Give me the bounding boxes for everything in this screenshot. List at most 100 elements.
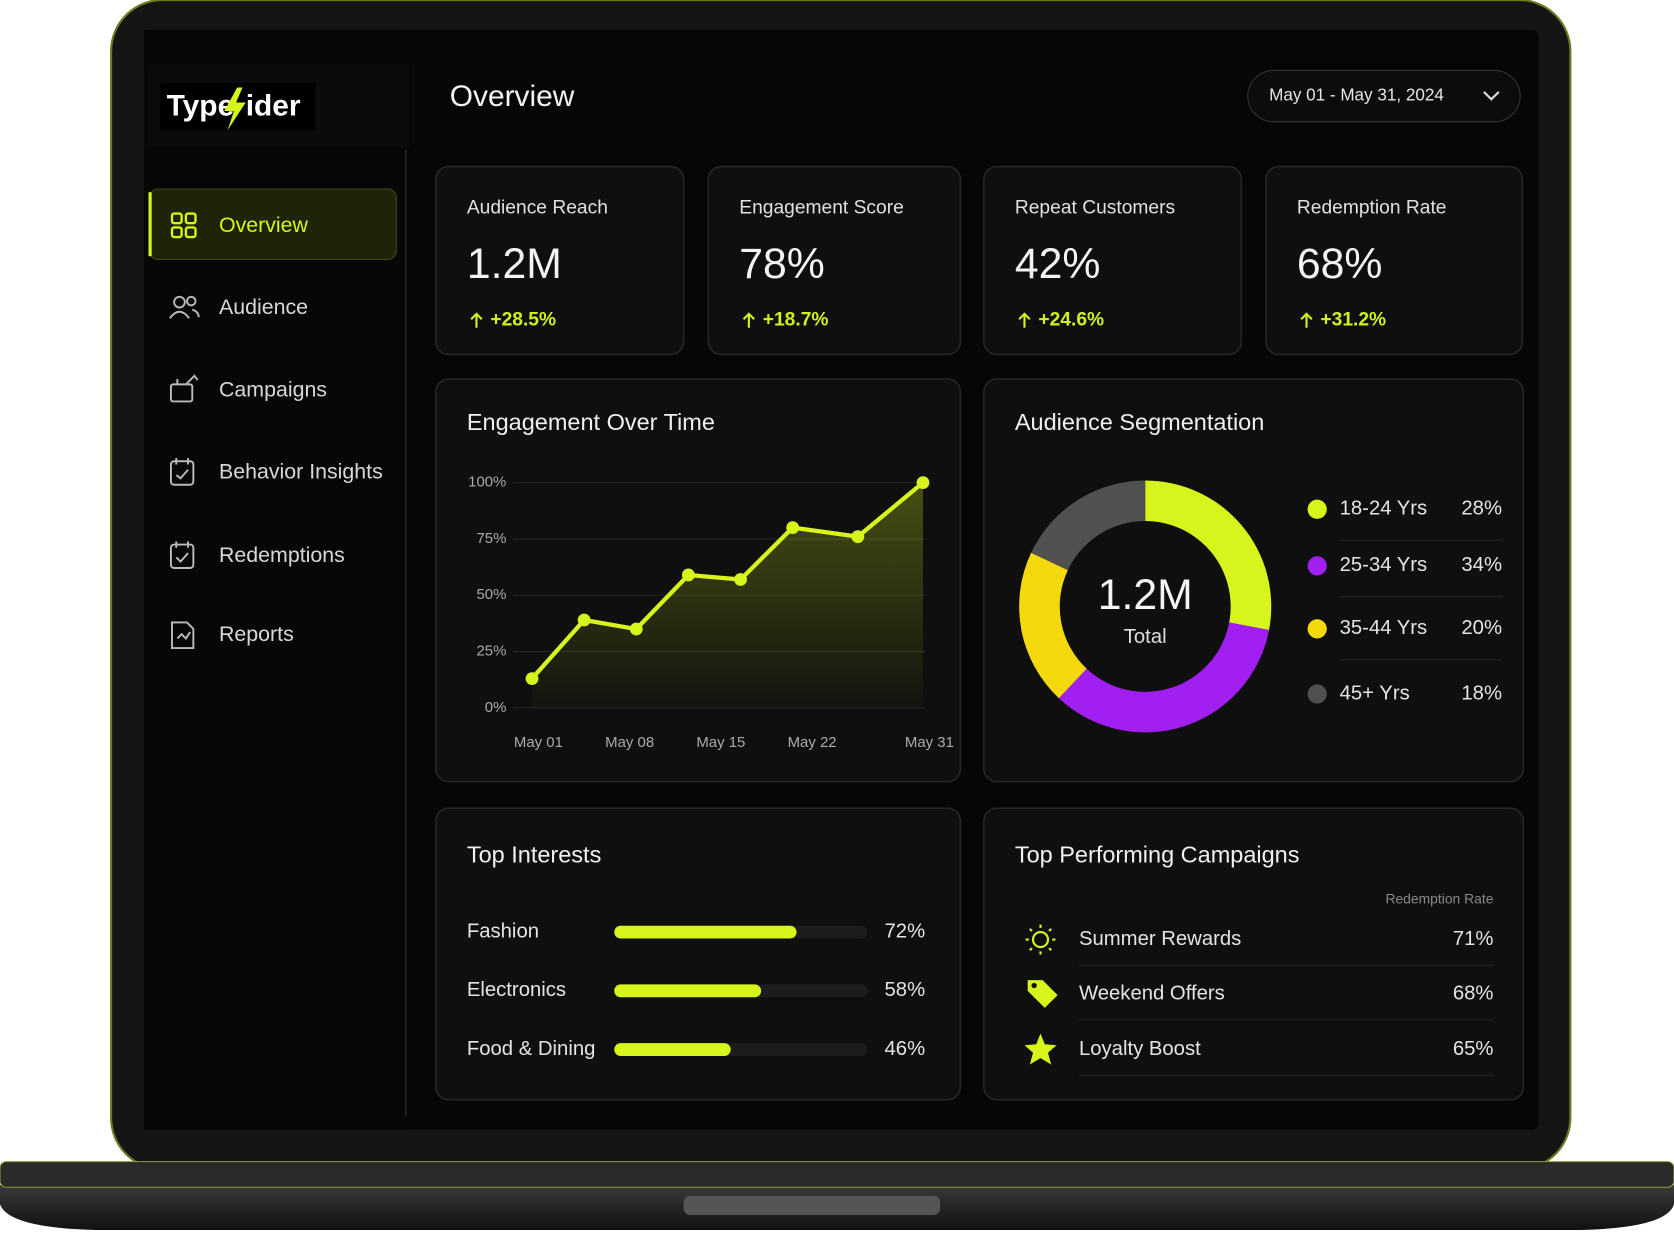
kpi-change: +28.5% — [490, 309, 556, 330]
x-tick-label: May 31 — [905, 734, 954, 751]
kpi-label: Redemption Rate — [1297, 197, 1447, 218]
kpi-card — [983, 165, 1243, 356]
card-title: Top Interests — [467, 841, 601, 867]
page-title: Overview — [450, 80, 575, 113]
line-point — [681, 568, 695, 582]
nav-item[interactable]: Audience — [219, 295, 308, 319]
up-arrow-icon — [1300, 312, 1313, 328]
bar — [614, 984, 762, 998]
donut-slice — [1019, 552, 1087, 699]
legend-label: 25-34 Yrs — [1340, 554, 1428, 576]
legend-label: 35-44 Yrs — [1340, 617, 1428, 639]
line-point — [525, 672, 539, 686]
nav-active-bar — [148, 192, 152, 257]
card-title: Audience Segmentation — [1015, 409, 1264, 435]
nav-icons — [169, 212, 200, 650]
kpi-card — [707, 165, 962, 356]
x-tick-label: May 01 — [514, 734, 563, 751]
campaign-rate: 68% — [1453, 982, 1494, 1004]
kpi-change: +24.6% — [1038, 309, 1104, 330]
y-tick-label: 100% — [468, 474, 506, 491]
legend-dot — [1307, 499, 1327, 519]
x-tick-label: May 08 — [605, 734, 654, 751]
nav-item[interactable]: Overview — [219, 213, 309, 237]
kpi-label: Engagement Score — [739, 197, 904, 218]
y-tick-label: 25% — [476, 643, 506, 660]
campaign-rate: 71% — [1453, 928, 1494, 950]
nav-item[interactable]: Campaigns — [219, 377, 327, 401]
campaign-icons — [1024, 924, 1058, 1065]
x-tick-label: May 15 — [696, 734, 745, 751]
line-point — [851, 530, 865, 544]
column-header: Redemption Rate — [1385, 891, 1493, 907]
up-arrow-icon — [742, 312, 755, 328]
x-tick-label: May 22 — [788, 734, 837, 751]
interest-label: Electronics — [467, 979, 566, 1001]
base-top — [0, 1161, 1674, 1188]
legend-dot — [1307, 619, 1327, 639]
line — [530, 480, 925, 681]
legend-dot — [1307, 684, 1327, 704]
line-point — [786, 521, 800, 535]
campaign-rate: 65% — [1453, 1038, 1494, 1060]
kpi-label: Audience Reach — [467, 197, 608, 218]
donut-center-value: 1.2M — [1098, 571, 1193, 619]
logo-right: ider — [246, 90, 301, 123]
interest-label: Fashion — [467, 920, 539, 942]
interests-card — [435, 807, 962, 1101]
donut-center-label: Total — [1124, 626, 1167, 648]
bar — [614, 925, 797, 939]
kpi-value: 78% — [739, 240, 825, 288]
kpi-card — [435, 165, 685, 356]
notch — [683, 1195, 941, 1216]
chevron-icon — [1483, 91, 1500, 101]
card-title: Engagement Over Time — [467, 409, 715, 435]
logo-left: Type — [167, 90, 235, 123]
nav-item[interactable]: Reports — [219, 622, 294, 646]
bar-value: 72% — [885, 920, 926, 942]
up-arrow-icon — [470, 312, 483, 328]
donut-slice — [1058, 622, 1270, 733]
nav-item[interactable]: Behavior Insights — [219, 460, 383, 484]
kpi-value: 1.2M — [467, 240, 562, 288]
kpi-card — [1265, 165, 1524, 356]
kpi-change: +31.2% — [1320, 309, 1386, 330]
y-tick-label: 50% — [476, 586, 506, 603]
logo-bolt — [224, 87, 246, 131]
card-title: Top Performing Campaigns — [1015, 841, 1300, 867]
line-point — [577, 613, 591, 627]
interest-label: Food & Dining — [467, 1038, 596, 1060]
line-area — [532, 482, 923, 708]
legend-value: 18% — [1461, 682, 1502, 704]
kpi-label: Repeat Customers — [1015, 197, 1175, 218]
bar-value: 58% — [885, 979, 926, 1001]
legend-value: 34% — [1461, 554, 1502, 576]
campaign-name: Weekend Offers — [1079, 982, 1225, 1004]
kpi-value: 68% — [1297, 240, 1383, 288]
line-point — [734, 573, 747, 586]
kpi-change: +18.7% — [763, 309, 829, 330]
kpi-value: 42% — [1015, 240, 1101, 288]
legend-dot — [1307, 556, 1327, 576]
legend-value: 28% — [1461, 498, 1502, 520]
y-tick-label: 75% — [476, 530, 506, 547]
bar — [614, 1043, 731, 1056]
campaigns-card — [983, 807, 1525, 1101]
bar-value: 46% — [885, 1038, 926, 1060]
line-point — [629, 622, 643, 636]
date-picker[interactable] — [1247, 69, 1521, 123]
legend-value: 20% — [1461, 617, 1502, 639]
y-tick-label: 0% — [485, 699, 507, 716]
campaign-name: Summer Rewards — [1079, 928, 1241, 950]
nav-item[interactable]: Redemptions — [219, 543, 345, 567]
legend-label: 45+ Yrs — [1340, 682, 1410, 704]
donut-slice — [1145, 480, 1272, 631]
date-range: May 01 - May 31, 2024 — [1269, 86, 1444, 105]
legend-label: 18-24 Yrs — [1340, 498, 1428, 520]
up-arrow-icon — [1018, 312, 1031, 328]
campaign-name: Loyalty Boost — [1079, 1038, 1201, 1060]
donut-slice — [1031, 480, 1146, 571]
line-point — [916, 476, 930, 490]
